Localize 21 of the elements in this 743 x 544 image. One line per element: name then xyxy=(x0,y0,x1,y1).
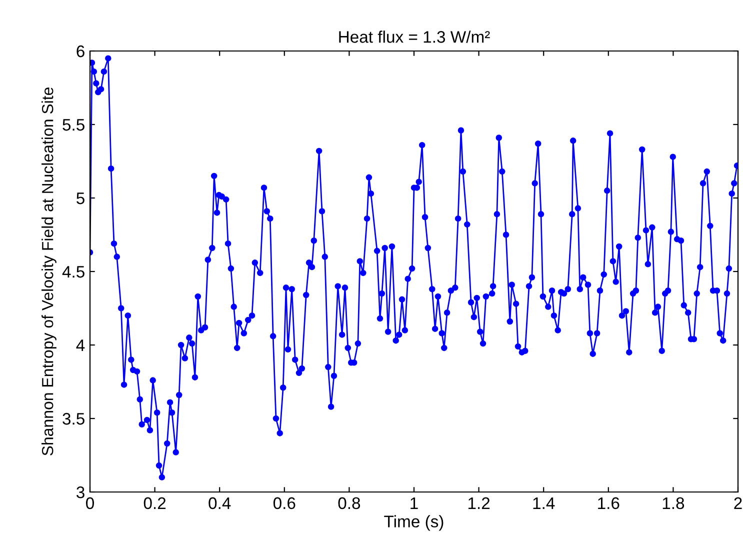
x-tick-label: 1.8 xyxy=(662,497,684,510)
y-tick-label: 6 xyxy=(76,45,84,58)
y-axis-title: Shannon Entropy of Velocity Field at Nucleation Site xyxy=(42,88,56,456)
x-tick-label: 2 xyxy=(734,497,742,509)
y-tick-label: 5.5 xyxy=(62,119,84,131)
chart-title: Heat flux = 1.3 W/m² xyxy=(339,30,490,43)
y-tick-label: 3 xyxy=(76,486,84,498)
x-tick-label: 1.4 xyxy=(533,497,555,509)
y-tick-label: 3.5 xyxy=(62,412,84,425)
x-tick-label: 0.8 xyxy=(338,497,360,510)
x-tick-label: 1.6 xyxy=(598,497,620,510)
y-tick-label: 4.5 xyxy=(62,266,84,278)
x-tick-label: 0 xyxy=(86,497,94,510)
x-tick-label: 1.2 xyxy=(468,497,490,509)
x-tick-label: 0.2 xyxy=(144,497,166,510)
x-axis-title: Time (s) xyxy=(384,515,444,531)
x-tick-label: 0.4 xyxy=(208,497,231,510)
x-tick-label: 1 xyxy=(410,497,418,509)
x-tick-label: 0.6 xyxy=(273,497,296,510)
y-tick-label: 4 xyxy=(76,340,85,352)
y-tick-label: 5 xyxy=(76,192,84,204)
